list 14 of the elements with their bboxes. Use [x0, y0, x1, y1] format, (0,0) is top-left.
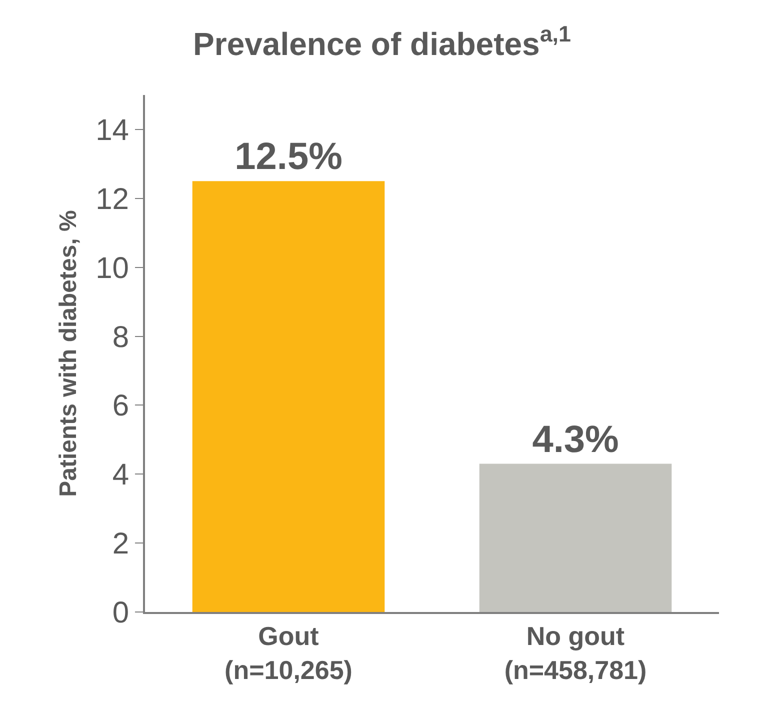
data-label: 12.5%	[234, 136, 342, 178]
y-tick-label: 4	[112, 458, 129, 492]
y-tick-label: 14	[96, 114, 129, 147]
data-label: 4.3%	[532, 418, 619, 461]
y-tick-label: 10	[96, 252, 129, 285]
y-tick-label: 8	[112, 320, 129, 354]
x-tick-label: Gout (n=10,265)	[224, 621, 352, 685]
y-tick-label: 0	[112, 596, 129, 630]
y-tick-label: 6	[112, 390, 129, 423]
chart-title: Prevalence of diabetes$^{a,1}$	[193, 22, 571, 62]
y-axis-title: Patients with diabetes, %	[55, 210, 82, 497]
y-tick-label: 12	[96, 182, 129, 216]
x-tick-label: No gout (n=458,781)	[504, 621, 647, 685]
y-tick-label: 2	[112, 528, 129, 561]
